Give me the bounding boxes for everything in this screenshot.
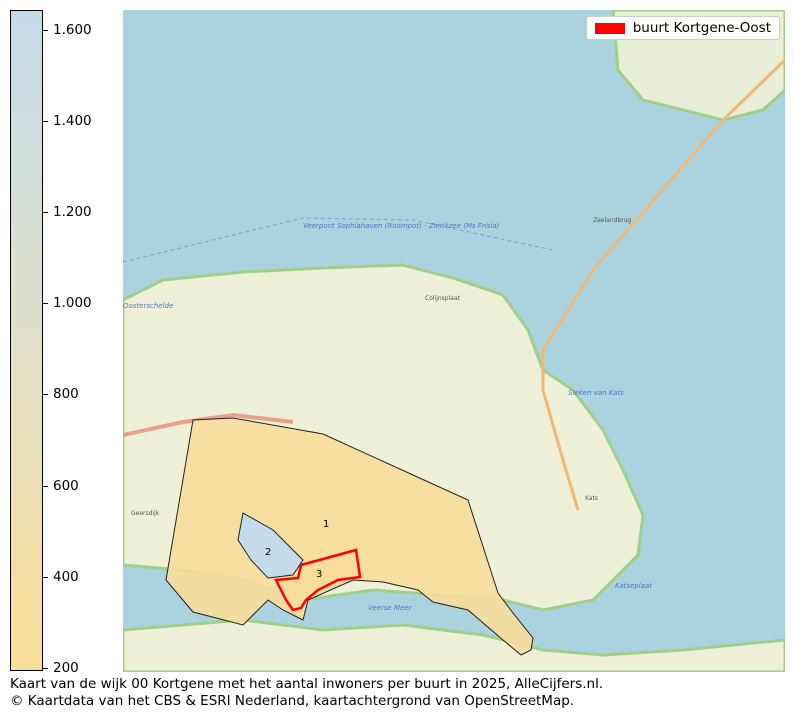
region-1[interactable] bbox=[165, 417, 534, 656]
caption: Kaart van de wijk 00 Kortgene met het aa… bbox=[10, 676, 603, 710]
legend-label: buurt Kortgene-Oost bbox=[632, 20, 771, 36]
caption-line-2: © Kaartdata van het CBS & ESRI Nederland… bbox=[10, 693, 575, 709]
colorbar-tick-label: 1.000 bbox=[53, 295, 92, 312]
colorbar-tick-label: 200 bbox=[53, 659, 79, 676]
colorbar-tick bbox=[43, 394, 48, 396]
colorbar-tick-label: 1.200 bbox=[53, 204, 92, 221]
map[interactable]: 1 2 3 Colijnsplaat Zeelandbrug Geersdijk… bbox=[123, 10, 785, 672]
colorbar bbox=[10, 10, 43, 671]
colorbar-tick-label: 1.600 bbox=[53, 22, 92, 39]
label-kats: Kats bbox=[585, 495, 598, 502]
region-1-label: 1 bbox=[323, 519, 329, 530]
label-katseplaat: Katseplaat bbox=[615, 582, 652, 590]
colorbar-tick bbox=[43, 303, 48, 305]
colorbar-tick bbox=[43, 30, 48, 32]
label-zeelandbrug: Zeelandbrug bbox=[593, 217, 632, 224]
colorbar-tick bbox=[43, 576, 48, 578]
label-oosterschelde: Oosterschelde bbox=[123, 302, 173, 310]
colorbar-tick-label: 1.400 bbox=[53, 113, 92, 130]
colorbar-tick-label: 600 bbox=[53, 477, 79, 494]
road-zeelandbrug bbox=[541, 58, 785, 511]
region-2[interactable] bbox=[237, 512, 304, 579]
label-veerpont: Veerpont Sophiahaven (Roompot) - Zierikz… bbox=[303, 222, 500, 230]
road-main bbox=[123, 412, 294, 437]
label-geersdijk: Geersdijk bbox=[131, 510, 160, 517]
ferry-route bbox=[123, 217, 554, 263]
colorbar-tick bbox=[43, 121, 48, 123]
legend: buurt Kortgene-Oost bbox=[585, 16, 780, 40]
label-colijnsplaat: Colijnsplaat bbox=[425, 295, 461, 302]
region-3-label: 3 bbox=[316, 569, 322, 580]
region-3[interactable] bbox=[274, 548, 362, 612]
colorbar-tick bbox=[43, 667, 48, 669]
land-south bbox=[123, 618, 785, 672]
colorbar-tick-label: 800 bbox=[53, 386, 79, 403]
colorbar-tick bbox=[43, 485, 48, 487]
legend-swatch bbox=[594, 22, 625, 34]
label-sieken: Sieken van Kats bbox=[568, 389, 624, 397]
label-veerse-meer: Veerse Meer bbox=[368, 604, 413, 612]
colorbar-tick-label: 400 bbox=[53, 568, 79, 585]
region-2-label: 2 bbox=[265, 547, 271, 558]
colorbar-tick bbox=[43, 212, 48, 214]
caption-line-1: Kaart van de wijk 00 Kortgene met het aa… bbox=[10, 676, 604, 692]
